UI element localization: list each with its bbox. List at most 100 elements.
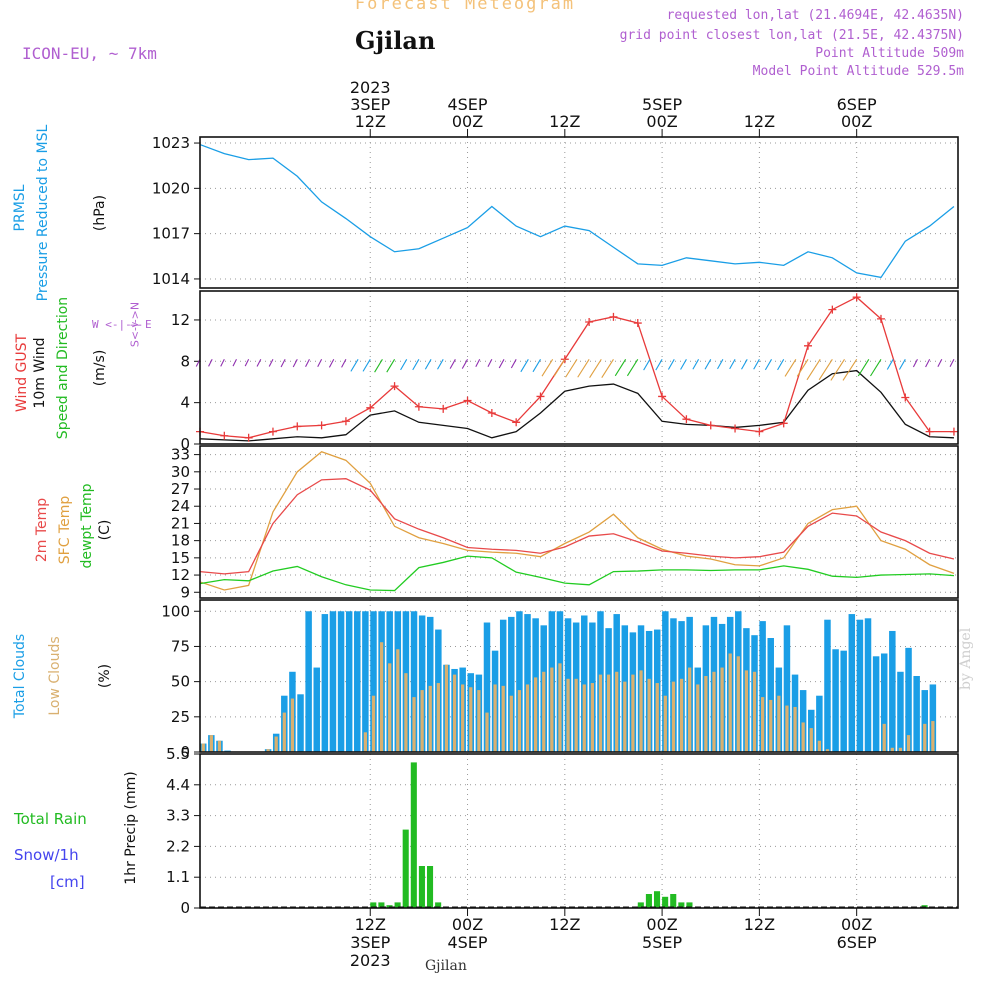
low-cloud-bar: [793, 706, 797, 752]
wind-direction-arrow: [412, 359, 420, 371]
top-time-label: 00Z: [646, 112, 677, 131]
rain-label: Total Rain: [14, 810, 87, 828]
rain-bar: [394, 902, 401, 908]
footer-station: Gjilan: [425, 958, 467, 974]
total-cloud-bar: [410, 611, 418, 752]
low-cloud-bar: [655, 683, 659, 752]
panel-frame: [199, 290, 959, 445]
low-cloud-bar: [817, 740, 821, 752]
top-time-label: 00Z: [452, 112, 483, 131]
low-cloud-bar: [534, 677, 538, 752]
wind-direction-arrow: [764, 359, 773, 371]
model-label: ICON-EU, ~ 7km: [22, 44, 157, 63]
wind-direction-arrow: [704, 359, 712, 370]
low-cloud-bar: [598, 674, 603, 752]
low-cloud-bar: [931, 721, 935, 752]
total-cloud-bar: [905, 647, 912, 752]
gust-marker: [755, 427, 764, 436]
top-time-label: 12Z: [549, 112, 580, 131]
low-cloud-bar: [396, 649, 400, 752]
low-cloud-bar: [574, 678, 578, 752]
wind-direction-arrow: [362, 359, 371, 372]
gust-marker: [512, 418, 521, 427]
wind-direction-arrow: [520, 359, 529, 373]
gust-marker: [852, 293, 861, 302]
wind-direction-arrow: [487, 359, 493, 368]
y-tick-label: 27: [171, 480, 190, 498]
wind-direction-arrow: [437, 359, 444, 370]
sfc-temp-line: [199, 451, 955, 591]
low-cloud-bar: [663, 695, 667, 752]
wind-direction-arrow: [565, 359, 578, 378]
total-cloud-bar: [824, 619, 831, 752]
snow-label: Snow/1h: [14, 846, 79, 864]
gust-marker: [682, 415, 691, 424]
total-cloud-bar: [840, 650, 847, 752]
total-cloud-bar: [313, 667, 320, 752]
gust-marker: [779, 419, 788, 428]
panel-frame: [199, 753, 959, 909]
low-cloud-bar: [517, 690, 522, 752]
wind-direction-arrow: [328, 359, 335, 368]
bottom-time-label: 2023: [350, 951, 391, 970]
model-altitude: Model Point Altitude 529.5m: [752, 64, 964, 79]
bottom-time-label: 00Z: [841, 915, 872, 934]
gust-marker: [268, 427, 277, 436]
bottom-time-label: 3SEP: [350, 933, 390, 952]
wind-direction-arrow: [842, 358, 858, 381]
y-tick-label: 2.2: [166, 837, 190, 855]
total-cloud-bar: [297, 694, 304, 752]
gust-marker: [536, 392, 545, 401]
wind-direction-arrow: [256, 359, 262, 367]
y-tick-label: 0: [180, 435, 190, 453]
low-cloud-bar: [566, 678, 570, 752]
gust-marker: [439, 404, 448, 413]
wind-direction-arrow: [692, 359, 700, 370]
wind-direction-arrow: [601, 359, 614, 378]
low-cloud-bar: [890, 747, 894, 752]
snow-unit: [cm]: [50, 873, 85, 891]
gust-marker: [293, 422, 302, 431]
y-tick-label: 30: [171, 463, 190, 481]
total-cloud-bar: [799, 690, 807, 752]
low-cloud-bar: [752, 671, 757, 752]
total-cloud-bar: [483, 622, 491, 752]
low-cloud-bar: [712, 671, 716, 752]
total-cloud-bar: [662, 611, 669, 752]
low-cloud-bar: [720, 667, 724, 752]
low-cloud-bar: [469, 687, 473, 752]
panel-frame: [199, 445, 959, 599]
low-cloud-bar: [404, 673, 408, 752]
y-tick-label: 15: [171, 549, 190, 567]
low-cloud-bar: [639, 670, 643, 752]
low-cloud-bar: [647, 678, 651, 752]
low-cloud-bar: [744, 670, 749, 752]
bottom-time-label: 00Z: [646, 915, 677, 934]
gust-marker: [804, 341, 813, 350]
total-cloud-bar: [816, 695, 823, 752]
wind-direction-arrow: [857, 359, 870, 377]
low-cloud-bar: [906, 735, 911, 752]
low-cloud-bar: [809, 728, 813, 752]
wind-direction-arrow: [350, 359, 359, 372]
wind-direction-arrow: [374, 359, 383, 373]
product-title: Forecast Meteogram: [354, 0, 576, 14]
low-cloud-bar: [493, 684, 497, 752]
bottom-time-label: 12Z: [355, 915, 386, 934]
wind-direction-arrow: [806, 358, 821, 381]
rain-bar: [435, 902, 442, 908]
wind10-line: [199, 369, 954, 442]
rain-bar: [645, 894, 652, 908]
low-cloud-bar: [477, 690, 481, 752]
rain-bar: [370, 902, 377, 908]
rain-bar: [686, 902, 693, 908]
top-time-label: 12Z: [744, 112, 775, 131]
rain-bar: [670, 894, 677, 908]
y-tick-label: 33: [171, 446, 190, 464]
low-cloud-bar: [201, 743, 205, 752]
gust-marker: [876, 314, 885, 323]
low-cloud-bar: [615, 671, 619, 752]
rain-bar: [378, 902, 385, 908]
low-cloud-bar: [671, 681, 676, 752]
gust-marker: [901, 393, 910, 402]
